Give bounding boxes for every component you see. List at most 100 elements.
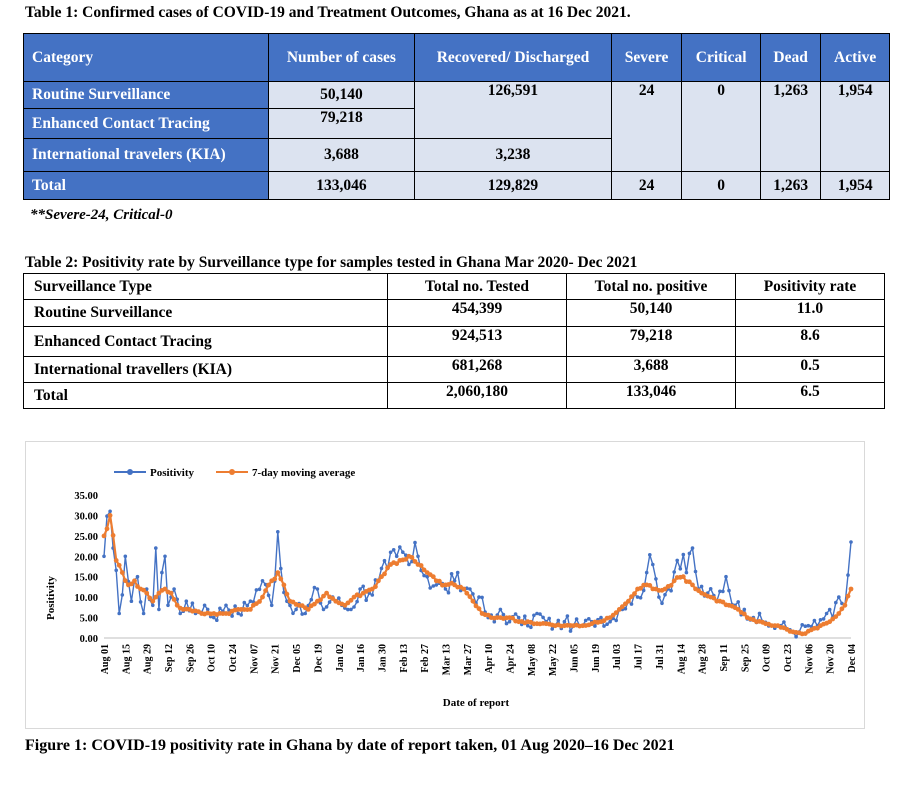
positivity-series-point — [428, 586, 433, 590]
cell-critical-total: 0 — [681, 171, 762, 200]
moving-average-series-point — [638, 585, 643, 591]
header-active: Active — [820, 33, 890, 82]
positivity-series-point — [547, 616, 551, 621]
moving-average-series — [101, 513, 854, 637]
x-tick-label: Mar 13 — [441, 644, 452, 675]
moving-average-series-point — [284, 591, 290, 597]
header-surveillance-type: Surveillance Type — [23, 273, 388, 300]
positivity-series-point — [242, 600, 247, 605]
x-tick-label: Sep 26 — [185, 644, 196, 672]
positivity-series-point — [471, 592, 475, 596]
moving-average-series-point — [720, 599, 726, 605]
positivity-series-point — [565, 614, 570, 618]
positivity-series-point — [218, 606, 222, 611]
moving-average-series-point — [305, 607, 311, 612]
moving-average-series-point — [162, 586, 168, 592]
positivity-series-point — [391, 548, 396, 552]
positivity-series-point — [699, 584, 704, 589]
y-axis: 0.00 5.00 10.00 15.00 20.00 25.00 30.00 35.00 — [74, 491, 98, 645]
positivity-series-point — [157, 607, 161, 612]
positivity-series-point — [300, 612, 305, 616]
moving-average-series-point — [312, 601, 317, 607]
y-tick-label: 25.00 — [74, 532, 98, 543]
positivity-series-point — [163, 554, 167, 559]
positivity-series-point — [266, 593, 271, 598]
moving-average-series-point — [735, 607, 741, 612]
moving-average-series-point — [711, 595, 717, 601]
positivity-series-point — [233, 604, 237, 608]
positivity-series-point — [593, 624, 597, 628]
cell-dead: 1,263 — [760, 81, 822, 172]
moving-average-series-point — [690, 582, 695, 588]
y-tick-label: 30.00 — [74, 511, 98, 522]
positivity-series-point — [434, 583, 439, 587]
positivity-series-point — [446, 590, 451, 595]
row-category: International travelers (KIA) — [23, 138, 269, 172]
table1-note: **Severe-24, Critical-0 — [30, 207, 173, 223]
x-tick-label: Aug 28 — [698, 644, 709, 674]
cases-outcomes-table: Category Number of cases Recovered/ Disc… — [23, 33, 890, 200]
positivity-series-point — [513, 612, 518, 616]
positivity-series-point — [315, 587, 320, 591]
moving-average-series-point — [104, 526, 110, 532]
positivity-series-point — [684, 570, 689, 575]
cell-recovered-total: 129,829 — [414, 171, 612, 200]
x-tick-label: Sep 12 — [164, 644, 175, 672]
positivity-series-point — [224, 603, 228, 608]
moving-average-series-point — [839, 606, 845, 612]
moving-average-series-point — [376, 578, 381, 584]
positivity-series-point — [687, 551, 692, 556]
x-tick-label: Nov 07 — [249, 644, 260, 674]
x-tick-label: Nov 21 — [271, 644, 282, 674]
chart-legend: Positivity 7-day moving average — [114, 467, 355, 479]
positivity-series-point — [468, 587, 472, 591]
positivity-series-point — [398, 545, 402, 549]
positivity-series-point — [721, 589, 725, 594]
y-tick-label: 10.00 — [74, 593, 98, 604]
moving-average-series-point — [687, 579, 692, 585]
positivity-series-point — [422, 573, 426, 578]
positivity-series-point — [160, 570, 164, 575]
x-tick-label: Aug 14 — [676, 644, 687, 674]
positivity-series-point — [245, 603, 250, 608]
positivity-series-point — [690, 546, 695, 550]
positivity-series-point — [425, 574, 430, 579]
positivity-series-point — [212, 615, 216, 620]
positivity-series-point — [672, 570, 676, 574]
positivity-series-point — [358, 587, 362, 591]
positivity-series-point — [812, 618, 817, 623]
positivity-series-point — [535, 611, 539, 616]
cell-active: 1,954 — [820, 81, 890, 172]
positivity-series-point — [834, 600, 838, 605]
positivity-series-point — [254, 588, 259, 592]
moving-average-series-point — [845, 593, 851, 599]
moving-average-series-point — [122, 578, 128, 584]
positivity-series-point — [294, 607, 298, 612]
positivity-series-point — [413, 540, 417, 545]
positivity-series-point — [172, 587, 176, 591]
positivity-series-point — [291, 611, 295, 616]
positivity-series-point — [288, 603, 292, 608]
positivity-series-point — [693, 569, 698, 574]
x-tick-label: Oct 24 — [228, 644, 239, 672]
positivity-series-point — [382, 558, 387, 563]
x-tick-label: May 22 — [548, 644, 559, 676]
row-type-total: Total — [23, 382, 388, 409]
cell-rate: 11.0 — [735, 299, 885, 327]
cell-positive: 50,140 — [566, 299, 736, 327]
x-tick-label: Jun 05 — [570, 644, 581, 673]
x-tick-label: Feb 13 — [399, 644, 410, 673]
moving-average-series-point — [842, 602, 848, 608]
positivity-series-point — [269, 603, 274, 608]
y-tick-label: 20.00 — [74, 552, 98, 563]
positivity-series-line — [103, 510, 852, 638]
moving-average-series-point — [348, 597, 354, 603]
positivity-series-point — [837, 595, 841, 599]
moving-average-series-point — [110, 533, 116, 538]
moving-average-series-point — [467, 594, 473, 600]
moving-average-series-point — [613, 610, 619, 615]
x-tick-label: Aug 29 — [143, 644, 154, 674]
positivity-series-point — [452, 579, 457, 583]
moving-average-series-point — [144, 590, 150, 596]
positivity-series-point — [498, 607, 503, 612]
